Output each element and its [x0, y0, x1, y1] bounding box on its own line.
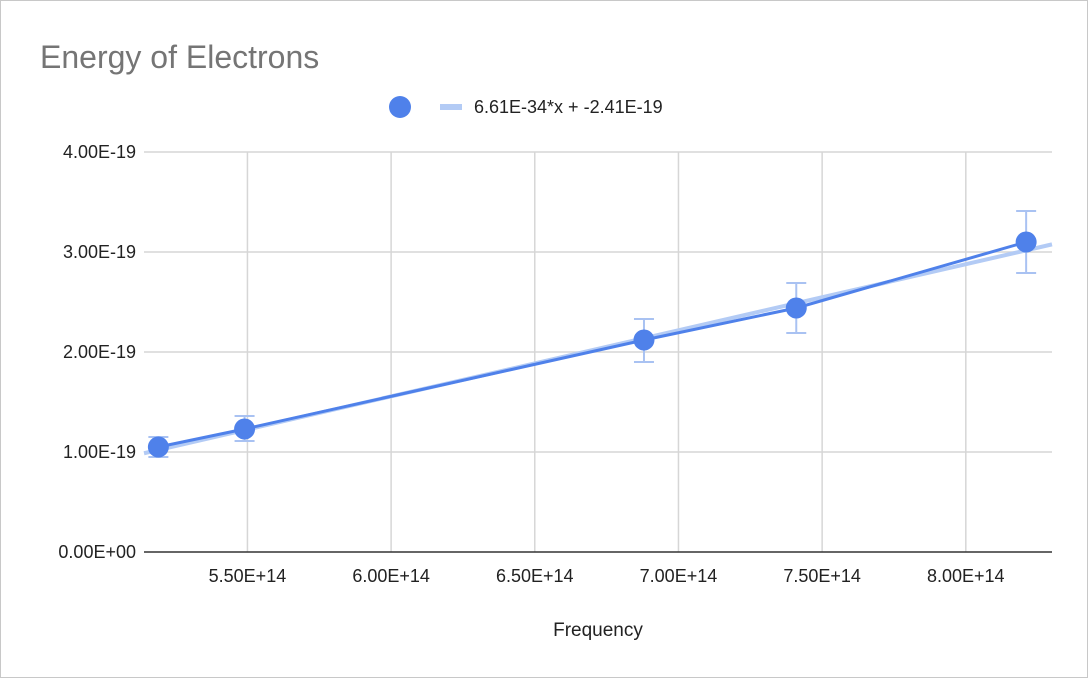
x-tick-label: 6.00E+14 [352, 566, 430, 586]
data-series [147, 231, 1037, 458]
x-tick-label: 7.00E+14 [640, 566, 718, 586]
y-tick-label: 0.00E+00 [58, 542, 136, 562]
y-gridlines [144, 151, 1052, 453]
error-bars [148, 210, 1037, 458]
x-tick-label: 6.50E+14 [496, 566, 574, 586]
data-point [147, 436, 169, 458]
x-tick-label: 7.50E+14 [783, 566, 861, 586]
y-tick-label: 1.00E-19 [63, 442, 136, 462]
data-point [1015, 231, 1037, 253]
legend[interactable]: 6.61E-34*x + -2.41E-19 [389, 96, 663, 118]
y-tick-label: 4.00E-19 [63, 142, 136, 162]
data-point [633, 329, 655, 351]
data-point [785, 297, 807, 319]
legend-marker-series [389, 96, 411, 118]
y-tick-label: 3.00E-19 [63, 242, 136, 262]
x-axis-title: Frequency [553, 620, 643, 641]
y-tick-label: 2.00E-19 [63, 342, 136, 362]
data-point [234, 418, 256, 440]
chart-title: Energy of Electrons [40, 39, 319, 75]
x-tick-label: 5.50E+14 [209, 566, 287, 586]
x-tick-labels: 5.50E+14 6.00E+14 6.50E+14 7.00E+14 7.50E+14… [209, 566, 1005, 586]
x-gridlines [246, 152, 967, 552]
y-tick-labels: 0.00E+00 1.00E-19 2.00E-19 3.00E-19 4.00E-19 [58, 142, 136, 562]
x-tick-label: 8.00E+14 [927, 566, 1005, 586]
legend-trendline-label: 6.61E-34*x + -2.41E-19 [474, 97, 663, 117]
